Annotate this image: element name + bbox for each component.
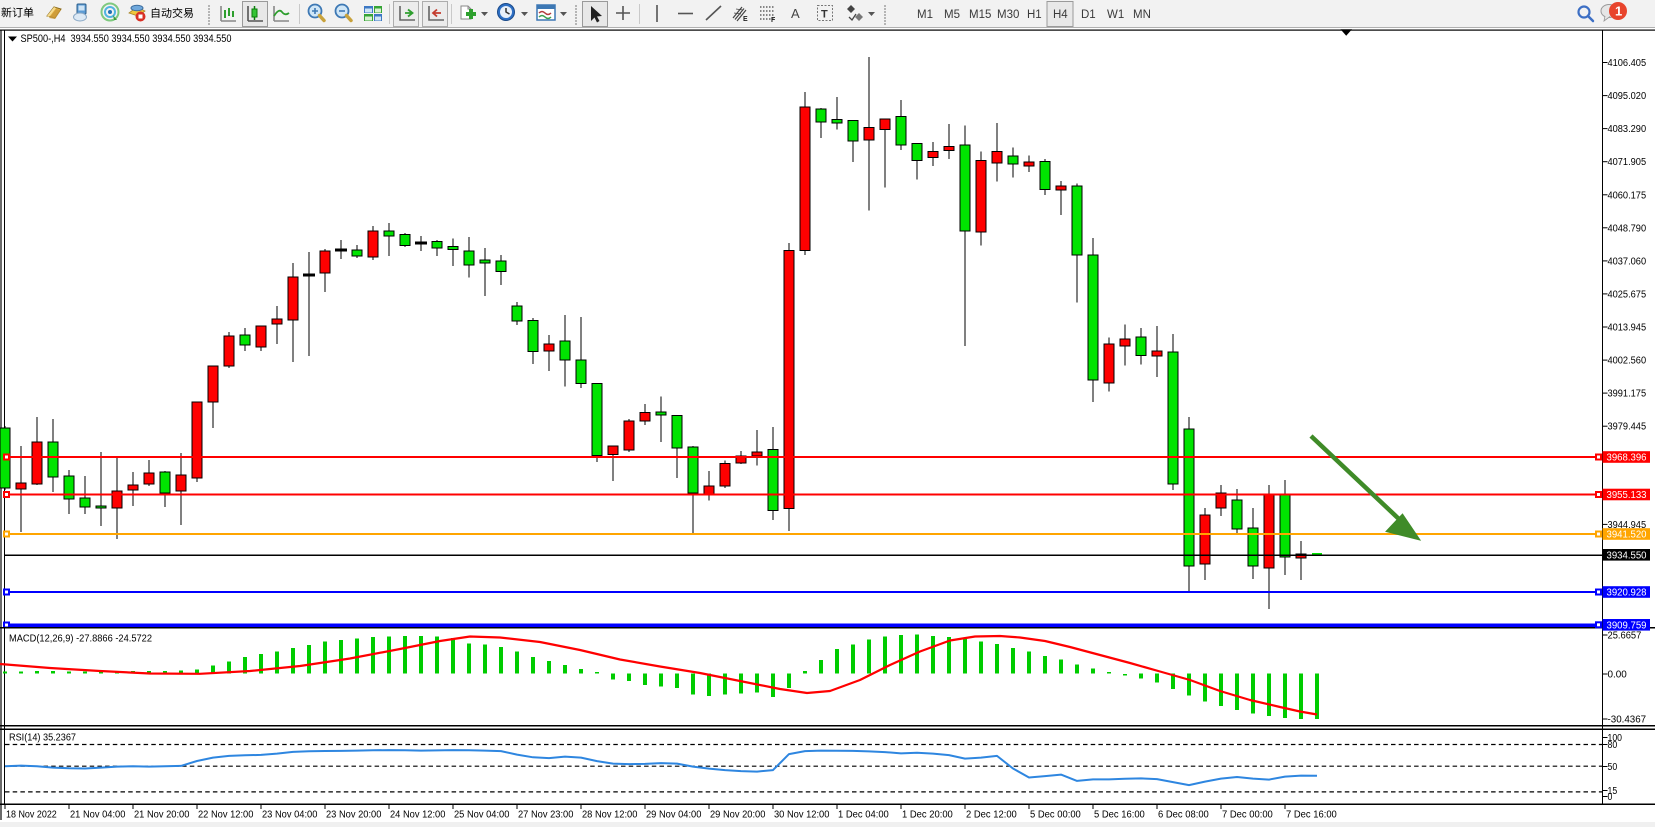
- svg-text:SP500-,H4 3934.550 3934.550 3: SP500-,H4 3934.550 3934.550 3934.550 393…: [21, 33, 232, 45]
- svg-text:3909.759: 3909.759: [1607, 621, 1647, 632]
- svg-text:D1: D1: [1081, 9, 1096, 21]
- svg-text:5 Dec 00:00: 5 Dec 00:00: [1030, 810, 1081, 821]
- svg-text:F: F: [771, 17, 776, 24]
- svg-text:4071.905: 4071.905: [1608, 157, 1647, 168]
- svg-text:4106.405: 4106.405: [1608, 58, 1647, 69]
- svg-text:23 Nov 04:00: 23 Nov 04:00: [262, 810, 318, 821]
- svg-text:-30.4367: -30.4367: [1608, 715, 1647, 726]
- svg-text:25.6657: 25.6657: [1608, 631, 1642, 642]
- svg-text:7 Dec 16:00: 7 Dec 16:00: [1286, 810, 1337, 821]
- svg-text:28 Nov 12:00: 28 Nov 12:00: [582, 810, 638, 821]
- svg-text:23 Nov 20:00: 23 Nov 20:00: [326, 810, 382, 821]
- svg-text:29 Nov 04:00: 29 Nov 04:00: [646, 810, 702, 821]
- svg-text:M5: M5: [944, 9, 960, 21]
- svg-text:3991.175: 3991.175: [1608, 389, 1647, 400]
- svg-text:7 Dec 00:00: 7 Dec 00:00: [1222, 810, 1273, 821]
- svg-text:4095.020: 4095.020: [1608, 91, 1647, 102]
- svg-text:3968.396: 3968.396: [1607, 453, 1647, 464]
- svg-text:18 Nov 2022: 18 Nov 2022: [6, 810, 57, 821]
- svg-text:T: T: [821, 9, 828, 21]
- svg-text:M30: M30: [997, 9, 1019, 21]
- svg-text:MN: MN: [1133, 9, 1151, 21]
- svg-text:15: 15: [1608, 786, 1618, 797]
- svg-text:3979.445: 3979.445: [1608, 422, 1647, 433]
- svg-text:80: 80: [1608, 740, 1618, 751]
- svg-text:25 Nov 04:00: 25 Nov 04:00: [454, 810, 510, 821]
- svg-text:3941.520: 3941.520: [1607, 530, 1647, 541]
- svg-text:2 Dec 12:00: 2 Dec 12:00: [966, 810, 1017, 821]
- svg-text:RSI(14) 35.2367: RSI(14) 35.2367: [9, 733, 76, 744]
- svg-text:4048.790: 4048.790: [1608, 223, 1647, 234]
- svg-text:4002.560: 4002.560: [1608, 356, 1647, 367]
- svg-text:4037.060: 4037.060: [1608, 256, 1647, 267]
- svg-text:50: 50: [1608, 762, 1618, 773]
- svg-text:4025.675: 4025.675: [1608, 289, 1647, 300]
- svg-text:3955.133: 3955.133: [1607, 490, 1647, 501]
- svg-text:21 Nov 04:00: 21 Nov 04:00: [70, 810, 126, 821]
- svg-text:1 Dec 04:00: 1 Dec 04:00: [838, 810, 889, 821]
- svg-text:4083.290: 4083.290: [1608, 124, 1647, 135]
- svg-text:0: 0: [1608, 792, 1613, 803]
- svg-text:3934.550: 3934.550: [1607, 551, 1647, 562]
- svg-text:5 Dec 16:00: 5 Dec 16:00: [1094, 810, 1145, 821]
- svg-text:22 Nov 12:00: 22 Nov 12:00: [198, 810, 254, 821]
- svg-text:M1: M1: [917, 9, 933, 21]
- svg-text:29 Nov 20:00: 29 Nov 20:00: [710, 810, 766, 821]
- svg-text:A: A: [791, 6, 800, 21]
- svg-text:H1: H1: [1027, 9, 1042, 21]
- svg-text:24 Nov 12:00: 24 Nov 12:00: [390, 810, 446, 821]
- svg-text:E: E: [743, 16, 748, 23]
- svg-text:M15: M15: [969, 9, 991, 21]
- svg-text:3920.928: 3920.928: [1607, 588, 1647, 599]
- svg-text:30 Nov 12:00: 30 Nov 12:00: [774, 810, 830, 821]
- svg-text:MACD(12,26,9) -27.8866 -24.572: MACD(12,26,9) -27.8866 -24.5722: [9, 634, 152, 645]
- svg-text:4013.945: 4013.945: [1608, 323, 1647, 334]
- svg-text:H4: H4: [1053, 9, 1068, 21]
- svg-text:1: 1: [1615, 4, 1622, 19]
- svg-text:0.00: 0.00: [1608, 670, 1628, 681]
- svg-text:6 Dec 08:00: 6 Dec 08:00: [1158, 810, 1209, 821]
- svg-text:W1: W1: [1107, 9, 1124, 21]
- svg-text:21 Nov 20:00: 21 Nov 20:00: [134, 810, 190, 821]
- svg-text:1 Dec 20:00: 1 Dec 20:00: [902, 810, 953, 821]
- svg-text:100: 100: [1608, 733, 1623, 744]
- svg-text:27 Nov 23:00: 27 Nov 23:00: [518, 810, 574, 821]
- svg-text:4060.175: 4060.175: [1608, 190, 1647, 201]
- svg-text:3944.945: 3944.945: [1608, 520, 1647, 531]
